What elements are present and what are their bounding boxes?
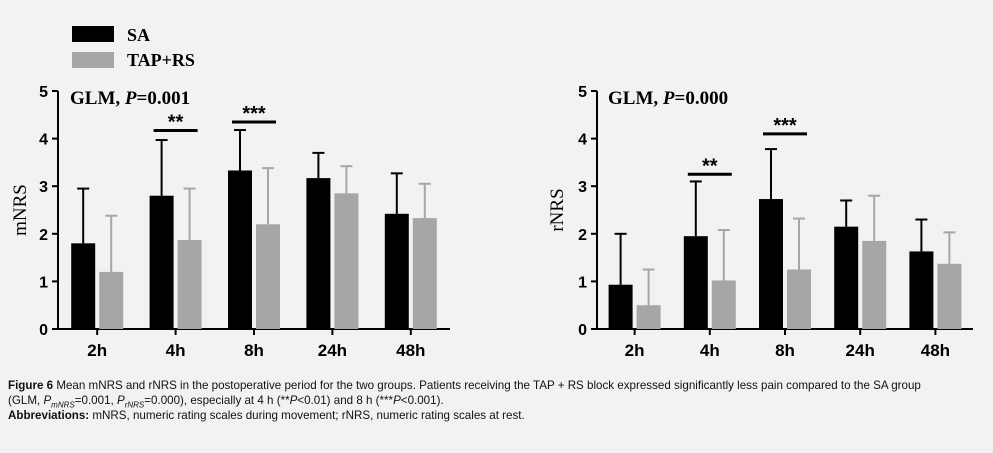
y-tick-label-rnrs: 3 xyxy=(578,179,587,196)
x-tick-label-rnrs: 48h xyxy=(921,341,950,360)
bar-rnrs-sa-2h xyxy=(608,284,633,329)
y-tick-label-mnrs: 5 xyxy=(39,84,48,101)
bar-rnrs-tap-rs-8h xyxy=(787,269,811,329)
bar-mnrs-tap-rs-8h xyxy=(256,224,280,329)
y-tick-label-rnrs: 2 xyxy=(578,227,587,244)
x-tick-label-mnrs: 24h xyxy=(318,341,347,360)
y-tick-label-mnrs: 1 xyxy=(39,274,48,291)
x-tick-label-mnrs: 4h xyxy=(166,341,186,360)
y-tick-label-mnrs: 3 xyxy=(39,179,48,196)
caption-line-1: Figure 6 Mean mNRS and rNRS in the posto… xyxy=(8,378,988,393)
caption-sub-rnrs: rNRS xyxy=(124,400,145,410)
legend: SA TAP+RS xyxy=(72,25,195,70)
caption-abbr-label: Abbreviations: xyxy=(8,409,90,422)
y-axis-title-mnrs: mNRS xyxy=(10,184,31,236)
bar-rnrs-tap-rs-4h xyxy=(711,280,736,329)
figure-charts: SA TAP+RS GLM, P=0.001 mNRS 0 1 2 3 4 5 2h 4h 8h… xyxy=(10,25,973,360)
caption-p-2: P xyxy=(116,394,125,407)
y-tick-label-rnrs: 1 xyxy=(578,274,587,291)
bar-rnrs-sa-24h xyxy=(834,226,859,329)
significance-label-mnrs: ** xyxy=(168,112,184,134)
x-tick-label-rnrs: 4h xyxy=(700,341,720,360)
caption-text-2a: (GLM, xyxy=(8,394,44,407)
caption-text-2e: <0.001). xyxy=(400,394,444,407)
bar-rnrs-sa-4h xyxy=(683,236,708,329)
y-tick-label-mnrs: 2 xyxy=(39,227,48,244)
caption-text-2d: <0.01) and 8 h (*** xyxy=(297,394,394,407)
bar-mnrs-sa-48h xyxy=(384,213,409,329)
caption-line-3: Abbreviations: mNRS, numeric rating scal… xyxy=(8,408,988,423)
caption-abbr-text: mNRS, numeric rating scales during movem… xyxy=(89,409,525,422)
caption-text-2c: =0.000), especially at 4 h (** xyxy=(144,394,290,407)
significance-label-rnrs: *** xyxy=(773,115,797,137)
x-tick-label-mnrs: 48h xyxy=(396,341,425,360)
bar-rnrs-sa-8h xyxy=(759,199,783,329)
bar-mnrs-tap-rs-4h xyxy=(177,239,202,329)
caption-p-1: P xyxy=(43,394,52,407)
significance-label-mnrs: *** xyxy=(242,103,266,125)
caption-p-3: P xyxy=(289,394,298,407)
x-tick-label-rnrs: 8h xyxy=(775,341,795,360)
bar-mnrs-sa-2h xyxy=(71,243,96,329)
legend-swatch-sa xyxy=(72,26,114,42)
y-tick-label-rnrs: 4 xyxy=(578,132,587,149)
bar-mnrs-tap-rs-2h xyxy=(99,271,124,329)
bar-mnrs-sa-24h xyxy=(306,178,331,329)
legend-label-tap-rs: TAP+RS xyxy=(127,50,195,70)
legend-label-sa: SA xyxy=(127,25,150,45)
caption-text-1: Mean mNRS and rNRS in the postoperative … xyxy=(53,379,921,392)
bar-mnrs-sa-4h xyxy=(149,195,174,329)
glm-annotation-mnrs: GLM, P=0.001 xyxy=(70,88,190,109)
caption-p-4: P xyxy=(393,394,401,407)
caption-sub-mnrs: mNRS xyxy=(51,400,75,410)
y-tick-label-rnrs: 5 xyxy=(578,84,587,101)
x-tick-label-rnrs: 24h xyxy=(846,341,875,360)
significance-label-rnrs: ** xyxy=(702,155,718,177)
caption-figure-label: Figure 6 xyxy=(8,379,54,392)
bar-mnrs-sa-8h xyxy=(228,170,252,329)
x-tick-label-mnrs: 2h xyxy=(87,341,107,360)
legend-swatch-tap-rs xyxy=(72,52,114,68)
glm-annotation-rnrs: GLM, P=0.000 xyxy=(608,88,728,109)
x-tick-label-rnrs: 2h xyxy=(625,341,645,360)
bar-mnrs-tap-rs-48h xyxy=(412,218,437,329)
bar-rnrs-tap-rs-48h xyxy=(937,263,962,329)
figure-caption: Figure 6 Mean mNRS and rNRS in the posto… xyxy=(8,378,988,423)
bar-mnrs-tap-rs-24h xyxy=(334,193,359,329)
bar-rnrs-tap-rs-2h xyxy=(636,305,661,329)
y-tick-label-rnrs: 0 xyxy=(578,322,587,339)
caption-text-2b: =0.001, xyxy=(74,394,117,407)
bar-rnrs-sa-48h xyxy=(909,251,934,329)
y-tick-label-mnrs: 0 xyxy=(39,322,48,339)
x-tick-label-mnrs: 8h xyxy=(244,341,264,360)
bar-rnrs-tap-rs-24h xyxy=(862,240,887,329)
y-tick-label-mnrs: 4 xyxy=(39,132,48,149)
caption-line-2: (GLM, PmNRS=0.001, PrNRS=0.000), especia… xyxy=(8,393,988,410)
y-axis-title-rnrs: rNRS xyxy=(547,188,568,231)
